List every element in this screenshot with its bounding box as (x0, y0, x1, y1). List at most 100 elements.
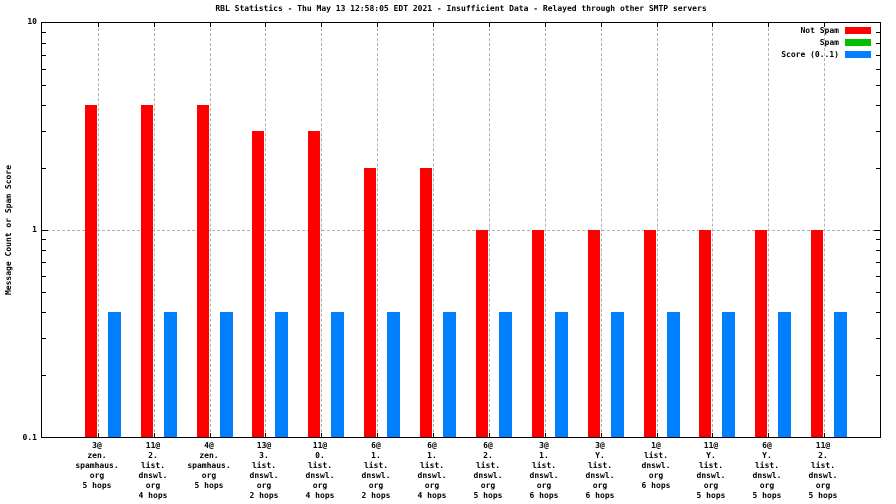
bar-score-0-1- (164, 312, 177, 437)
bar-not-spam (197, 105, 209, 437)
x-tick-label: 11@ 2. list. dnswl. org 5 hops (808, 441, 838, 500)
x-tick-mark (265, 23, 266, 27)
y-tick-mark (876, 85, 880, 86)
bar-score-0-1- (555, 312, 568, 437)
bar-score-0-1- (443, 312, 456, 437)
x-tick-label: 4@ zen. spamhaus. org 5 hops (187, 441, 231, 490)
x-tick-mark (601, 433, 602, 437)
legend-item: Not Spam (781, 24, 871, 36)
bar-not-spam (644, 230, 656, 437)
y-tick-mark (876, 32, 880, 33)
y-tick-mark (876, 292, 880, 293)
legend-item: Spam (781, 36, 871, 48)
x-tick-mark (712, 23, 713, 27)
x-tick-mark (154, 433, 155, 437)
bar-not-spam (588, 230, 600, 437)
x-tick-mark (321, 23, 322, 27)
x-tick-mark (768, 433, 769, 437)
plot-area (41, 22, 881, 438)
legend-swatch (845, 26, 871, 34)
legend-item: Score (0..1) (781, 48, 871, 60)
bar-score-0-1- (108, 312, 121, 437)
bar-score-0-1- (722, 312, 735, 437)
x-tick-mark (377, 433, 378, 437)
x-tick-label: 1@ list. dnswl. org 6 hops (641, 441, 671, 490)
x-tick-label: 11@ 0. list. dnswl. org 4 hops (305, 441, 335, 500)
legend-swatch (845, 50, 871, 58)
x-tick-label: 11@ 2. list. dnswl. org 4 hops (138, 441, 168, 500)
y-tick-mark (876, 69, 880, 70)
chart-legend: Not Spam Spam Score (0..1) (781, 24, 871, 60)
x-tick-label: 13@ 3. list. dnswl. org 2 hops (249, 441, 279, 500)
x-tick-mark (712, 433, 713, 437)
bar-not-spam (420, 168, 432, 437)
x-tick-mark (601, 23, 602, 27)
legend-label: Spam (819, 37, 839, 47)
bar-score-0-1- (611, 312, 624, 437)
x-tick-mark (98, 433, 99, 437)
x-tick-mark (657, 433, 658, 437)
bar-not-spam (141, 105, 153, 437)
x-tick-mark (154, 23, 155, 27)
bar-score-0-1- (331, 312, 344, 437)
bar-not-spam (755, 230, 767, 437)
x-tick-label: 6@ 1. list. dnswl. org 4 hops (417, 441, 447, 500)
y-tick-mark (42, 32, 46, 33)
y-tick-mark (42, 239, 46, 240)
bar-not-spam (364, 168, 376, 437)
y-tick-mark (42, 131, 46, 132)
x-tick-mark (824, 23, 825, 27)
x-tick-mark (433, 23, 434, 27)
bar-score-0-1- (667, 312, 680, 437)
legend-label: Score (0..1) (781, 49, 839, 59)
y-tick-mark (876, 55, 880, 56)
bar-not-spam (811, 230, 823, 437)
y-tick-mark (42, 276, 46, 277)
y-tick-mark (42, 230, 48, 231)
y-tick-mark (876, 239, 880, 240)
y-tick-label-10: 10 (27, 17, 37, 26)
y-tick-mark (42, 312, 46, 313)
y-tick-mark (876, 131, 880, 132)
x-tick-label: 11@ Y. list. dnswl. org 5 hops (696, 441, 726, 500)
y-tick-mark (874, 230, 880, 231)
y-tick-mark (42, 85, 46, 86)
y-tick-mark (42, 43, 46, 44)
bar-score-0-1- (275, 312, 288, 437)
bar-not-spam (476, 230, 488, 437)
x-tick-mark (489, 433, 490, 437)
x-tick-mark (321, 433, 322, 437)
legend-swatch (845, 38, 871, 46)
x-tick-mark (98, 23, 99, 27)
y-tick-mark (876, 338, 880, 339)
y-tick-mark (876, 250, 880, 251)
x-tick-mark (768, 23, 769, 27)
y-tick-mark (42, 338, 46, 339)
x-tick-mark (657, 23, 658, 27)
bar-score-0-1- (834, 312, 847, 437)
x-tick-label: 3@ zen. spamhaus. org 5 hops (75, 441, 119, 490)
chart-title: RBL Statistics - Thu May 13 12:58:05 EDT… (215, 4, 707, 13)
bar-not-spam (308, 131, 320, 437)
x-tick-label: 3@ 1. list. dnswl. org 6 hops (529, 441, 559, 500)
bar-score-0-1- (499, 312, 512, 437)
bar-score-0-1- (220, 312, 233, 437)
bar-score-0-1- (778, 312, 791, 437)
y-tick-label-0.1: 0.1 (22, 433, 37, 442)
x-tick-mark (433, 433, 434, 437)
y-tick-mark (42, 262, 46, 263)
x-tick-mark (210, 23, 211, 27)
y-tick-mark (42, 375, 46, 376)
y-tick-mark (42, 250, 46, 251)
legend-label: Not Spam (800, 25, 839, 35)
y-tick-mark (876, 276, 880, 277)
y-tick-mark (876, 43, 880, 44)
x-tick-label: 6@ 2. list. dnswl. org 5 hops (473, 441, 503, 500)
y-tick-mark (876, 168, 880, 169)
y-tick-mark (876, 262, 880, 263)
x-tick-label: 3@ Y. list. dnswl. org 6 hops (585, 441, 615, 500)
x-tick-mark (824, 433, 825, 437)
bar-not-spam (85, 105, 97, 437)
bar-score-0-1- (387, 312, 400, 437)
